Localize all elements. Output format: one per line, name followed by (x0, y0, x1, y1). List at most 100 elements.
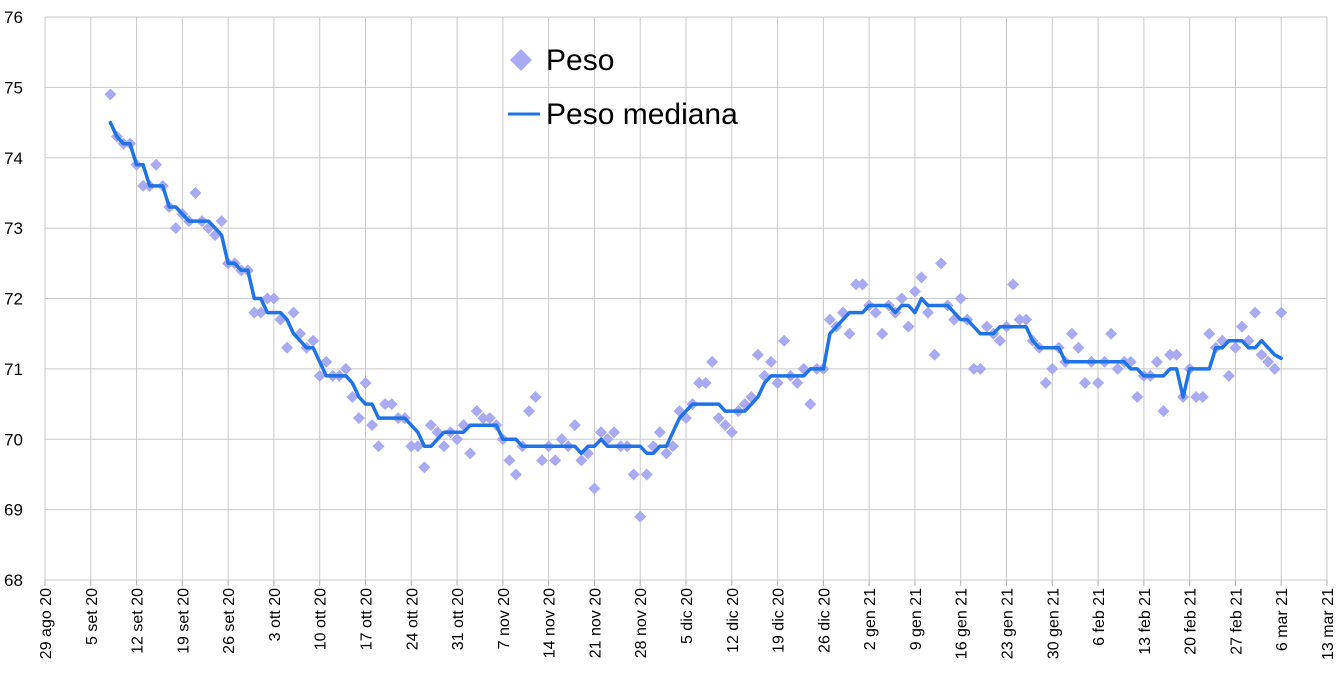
legend-peso-mediana-label: Peso mediana (546, 98, 738, 131)
y-tick-label: 75 (4, 78, 23, 97)
y-tick-label: 70 (4, 430, 23, 449)
peso-point (823, 313, 836, 326)
x-tick-label: 7 nov 20 (496, 588, 513, 649)
peso-point (1013, 313, 1026, 326)
peso-point (967, 362, 980, 375)
peso-point (1222, 369, 1235, 382)
peso-point (536, 454, 549, 467)
peso-mediana-line (108, 120, 1283, 456)
peso-point (1170, 348, 1183, 361)
peso-point (1131, 391, 1144, 404)
peso-point (529, 391, 542, 404)
peso-point (215, 215, 228, 228)
x-tick-label: 30 gen 21 (1045, 588, 1062, 659)
peso-point (555, 433, 568, 446)
peso-point (980, 320, 993, 333)
legend: Peso Peso mediana (508, 44, 738, 131)
peso-point (627, 468, 640, 481)
y-tick-label: 73 (4, 219, 23, 238)
peso-point (928, 348, 941, 361)
peso-point (791, 376, 804, 389)
x-tick-label: 13 feb 21 (1137, 588, 1154, 655)
peso-point (470, 405, 483, 418)
peso-point (634, 510, 647, 523)
peso-point (1249, 306, 1262, 319)
peso-point (261, 292, 274, 305)
x-tick-label: 20 feb 21 (1183, 588, 1200, 655)
peso-point (372, 440, 385, 453)
peso-point (385, 398, 398, 411)
peso-point (699, 376, 712, 389)
peso-point (1262, 355, 1275, 368)
peso-point (974, 362, 987, 375)
peso-point (1150, 355, 1163, 368)
y-tick-label: 71 (4, 360, 23, 379)
peso-point (169, 222, 182, 235)
peso-point (666, 440, 679, 453)
peso-point (765, 355, 778, 368)
peso-point (451, 433, 464, 446)
x-tick-label: 10 ott 20 (313, 588, 330, 650)
peso-point (653, 426, 666, 439)
peso-point (876, 327, 889, 340)
peso-point (778, 334, 791, 347)
x-tick-label: 12 set 20 (130, 588, 147, 654)
x-tick-label: 5 set 20 (84, 588, 101, 645)
peso-point (706, 355, 719, 368)
peso-point (1046, 362, 1059, 375)
x-tick-label: 17 ott 20 (359, 588, 376, 650)
x-tick-label: 23 gen 21 (1000, 588, 1017, 659)
peso-point (405, 440, 418, 453)
peso-point (915, 271, 928, 284)
peso-point (922, 306, 935, 319)
peso-point (137, 179, 150, 192)
peso-point (993, 334, 1006, 347)
peso-point (1111, 362, 1124, 375)
peso-point (104, 88, 117, 101)
x-tick-label: 9 gen 21 (908, 588, 925, 650)
peso-point (1157, 405, 1170, 418)
peso-point (281, 341, 294, 354)
y-tick-label: 69 (4, 501, 23, 520)
peso-point (483, 412, 496, 425)
peso-point (254, 306, 267, 319)
peso-point (1007, 278, 1020, 291)
peso-point (477, 412, 490, 425)
y-tick-label: 74 (4, 149, 23, 168)
x-tick-label: 14 nov 20 (542, 588, 559, 658)
peso-point (1072, 341, 1085, 354)
peso-point (339, 362, 352, 375)
x-tick-label: 27 feb 21 (1228, 588, 1245, 655)
x-tick-label: 19 set 20 (175, 588, 192, 654)
peso-point (1164, 348, 1177, 361)
peso-point (1203, 327, 1216, 340)
peso-point (379, 398, 392, 411)
x-tick-label: 6 mar 21 (1274, 588, 1291, 651)
peso-point (935, 257, 948, 270)
peso-point (320, 355, 333, 368)
peso-point (503, 454, 516, 467)
peso-point (693, 376, 706, 389)
y-tick-label: 76 (4, 8, 23, 27)
peso-point (719, 419, 732, 432)
peso-point (640, 468, 653, 481)
peso-point (307, 334, 320, 347)
peso-series (104, 88, 1288, 523)
peso-point (902, 320, 915, 333)
peso-point (1196, 391, 1209, 404)
peso-point (366, 419, 379, 432)
legend-peso-marker (510, 49, 532, 71)
peso-point (464, 447, 477, 460)
y-tick-label: 72 (4, 290, 23, 309)
peso-point (568, 419, 581, 432)
peso-point (725, 426, 738, 439)
x-tick-label: 26 set 20 (221, 588, 238, 654)
y-axis-ticks: 68 69 70 71 72 73 74 75 76 (4, 8, 23, 590)
peso-point (751, 348, 764, 361)
x-axis-ticks: 29 ago 20 5 set 20 12 set 20 19 set 20 26 se… (38, 588, 1337, 660)
peso-point (418, 461, 431, 474)
x-tick-label: 24 ott 20 (404, 588, 421, 650)
peso-point (1268, 362, 1281, 375)
peso-point (1105, 327, 1118, 340)
